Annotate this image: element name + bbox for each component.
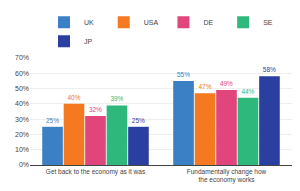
svg-text:UK: UK <box>84 19 94 26</box>
svg-text:DE: DE <box>203 19 213 26</box>
svg-text:USA: USA <box>144 19 159 26</box>
svg-text:70%: 70% <box>15 54 29 61</box>
svg-text:10%: 10% <box>15 146 29 153</box>
svg-text:44%: 44% <box>241 88 254 95</box>
svg-text:25%: 25% <box>132 117 145 124</box>
svg-text:Fundamentally change howthe ec: Fundamentally change howthe economy work… <box>187 168 267 184</box>
svg-text:30%: 30% <box>15 116 29 123</box>
svg-text:47%: 47% <box>198 83 211 90</box>
svg-text:25%: 25% <box>46 117 59 124</box>
svg-text:39%: 39% <box>110 95 123 102</box>
svg-text:49%: 49% <box>220 80 233 87</box>
svg-text:JP: JP <box>84 38 93 45</box>
svg-text:55%: 55% <box>177 71 190 78</box>
svg-text:SE: SE <box>263 19 273 26</box>
svg-text:0%: 0% <box>19 161 29 168</box>
svg-text:Get back to the economy as it: Get back to the economy as it was <box>46 168 146 176</box>
svg-text:58%: 58% <box>263 66 276 73</box>
svg-text:20%: 20% <box>15 131 29 138</box>
svg-text:60%: 60% <box>15 70 29 77</box>
svg-text:40%: 40% <box>15 100 29 107</box>
svg-text:40%: 40% <box>67 94 80 101</box>
svg-text:32%: 32% <box>89 106 102 113</box>
svg-text:50%: 50% <box>15 85 29 92</box>
